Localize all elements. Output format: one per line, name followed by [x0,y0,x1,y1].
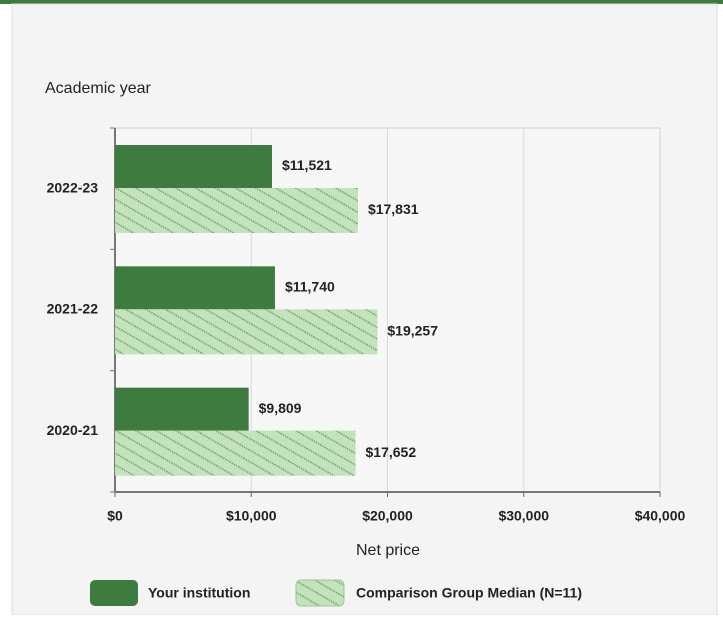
value-label: $9,809 [259,400,302,416]
x-tick-label: $10,000 [226,508,277,524]
x-tick-label: $30,000 [498,508,549,524]
legend-swatch [295,579,345,607]
legend-label: Comparison Group Median (N=11) [356,585,582,601]
bar [115,145,272,188]
value-label: $19,257 [387,323,438,339]
top-bar [0,0,723,4]
value-label: $17,652 [366,444,417,460]
bar [115,387,249,431]
bar [115,266,275,310]
bar [115,309,378,355]
value-label: $11,740 [285,279,335,295]
x-tick-label: $40,000 [635,508,686,524]
legend-label: Your institution [148,585,250,601]
bar [115,188,358,233]
y-tick-label: 2020-21 [47,422,99,438]
x-tick-label: $0 [107,508,123,524]
axis-title: Academic year [45,80,151,97]
y-tick-label: 2021-22 [47,301,99,317]
y-tick-label: 2022-23 [47,179,99,195]
value-label: $11,521 [282,157,332,173]
value-label: $17,831 [368,201,419,217]
legend-swatch [90,580,138,606]
bar [115,430,356,476]
x-tick-label: $20,000 [362,508,413,524]
x-axis-label: Net price [356,542,420,559]
